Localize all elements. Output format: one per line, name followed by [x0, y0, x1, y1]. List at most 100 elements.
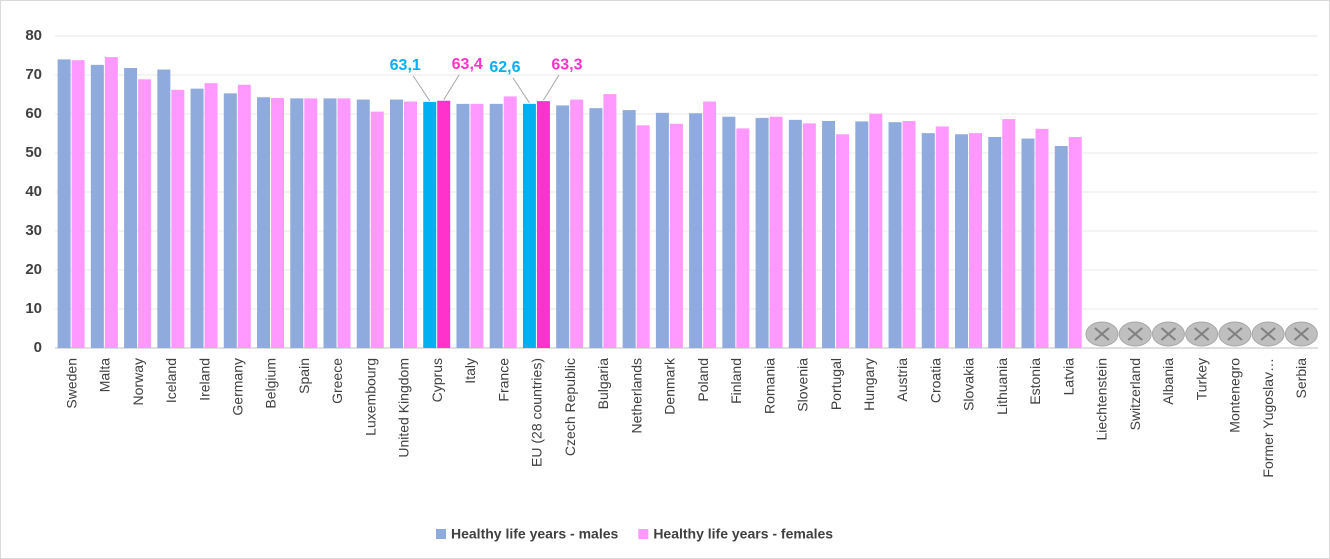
x-tick-label: Portugal [828, 358, 844, 410]
bar [403, 101, 417, 349]
y-tick-label: 60 [25, 105, 42, 122]
bar [755, 117, 769, 349]
bar [90, 64, 104, 349]
bar [622, 110, 636, 348]
no-data-cross [1293, 327, 1310, 341]
no-data-cross [1260, 327, 1276, 341]
legend-label: Healthy life years - females [653, 526, 833, 542]
bar [722, 116, 736, 348]
legend-swatch [638, 529, 649, 539]
x-tick-label: EU (28 countries) [529, 358, 545, 467]
bar [655, 112, 669, 348]
x-tick-label: Switzerland [1127, 358, 1143, 430]
x-tick-label: France [495, 358, 511, 402]
x-tick-label: Spain [296, 358, 312, 394]
no-data-cross [1194, 327, 1210, 341]
data-label: 62,6 [489, 59, 520, 76]
bar [522, 103, 536, 348]
bar [955, 134, 969, 348]
x-tick-label: Greece [329, 358, 345, 404]
leader-line [512, 77, 530, 104]
bar [356, 99, 370, 348]
bar [124, 67, 138, 348]
bar [437, 100, 451, 349]
bar [836, 134, 850, 348]
x-tick-label: Germany [230, 358, 246, 416]
bar [536, 101, 550, 348]
bar [389, 99, 403, 348]
bar [822, 121, 836, 349]
bar [423, 101, 437, 348]
bar [337, 98, 351, 349]
x-tick-label: Bulgaria [595, 358, 611, 410]
no-data-icon [1218, 321, 1252, 347]
data-label: 63,4 [452, 56, 483, 73]
x-tick-label: Austria [894, 358, 910, 402]
x-tick-label: Ireland [196, 358, 212, 401]
x-tick-label: Liechtenstein [1094, 358, 1110, 441]
x-tick-label: Albania [1160, 358, 1176, 405]
x-tick-label: Romania [761, 358, 777, 414]
bar [190, 88, 204, 349]
no-data-icon [1251, 321, 1285, 347]
bar [271, 98, 285, 348]
no-data-icon [1284, 321, 1318, 347]
bar [935, 126, 949, 348]
bar [489, 103, 503, 348]
x-tick-label: Finland [728, 358, 744, 404]
no-data-icon [1118, 321, 1152, 347]
bar [470, 103, 484, 348]
y-tick-label: 20 [25, 261, 42, 278]
data-label: 63,3 [551, 56, 582, 73]
bar [1068, 137, 1082, 348]
bar [669, 123, 683, 348]
no-data-cross [1160, 327, 1177, 341]
x-tick-label: Cyprus [429, 358, 445, 402]
bar [570, 99, 584, 348]
x-tick-label: Lithuania [994, 358, 1010, 415]
bar [736, 128, 750, 348]
x-tick-label: Italy [462, 358, 478, 384]
bar [171, 89, 185, 348]
leader-line [543, 74, 560, 101]
x-tick-label: Estonia [1027, 358, 1043, 405]
x-tick-label: United Kingdom [396, 358, 412, 458]
bar [788, 119, 802, 348]
bar [223, 93, 237, 348]
y-tick-label: 10 [25, 300, 42, 317]
no-data-icon [1151, 321, 1185, 347]
bar [138, 79, 152, 348]
no-data-icon [1185, 321, 1219, 347]
leader-line [443, 74, 460, 101]
y-tick-label: 50 [25, 144, 42, 161]
x-tick-label: Turkey [1193, 358, 1209, 400]
bar [969, 133, 983, 348]
bar [921, 133, 935, 348]
x-tick-label: Iceland [163, 358, 179, 403]
bar [503, 96, 517, 348]
y-tick-label: 0 [34, 339, 42, 356]
x-tick-label: Belgium [263, 358, 279, 409]
bar [636, 125, 650, 348]
x-tick-label: Hungary [861, 358, 877, 411]
bar [257, 97, 271, 348]
bar [888, 122, 902, 348]
legend-label: Healthy life years - males [451, 526, 619, 542]
bar [988, 137, 1002, 348]
no-data-cross [1127, 327, 1143, 341]
bar [290, 98, 304, 349]
x-tick-label: Former Yugoslav… [1260, 358, 1276, 478]
bar [71, 60, 85, 349]
bar [603, 94, 617, 348]
x-tick-label: Serbia [1293, 358, 1309, 399]
bar [556, 105, 570, 348]
bar [703, 101, 717, 349]
leader-line [412, 75, 431, 102]
x-tick-label: Poland [695, 358, 711, 402]
bar [902, 121, 916, 349]
bar [204, 83, 218, 348]
bar [370, 111, 384, 348]
bar [855, 121, 869, 348]
y-tick-label: 30 [25, 222, 42, 239]
